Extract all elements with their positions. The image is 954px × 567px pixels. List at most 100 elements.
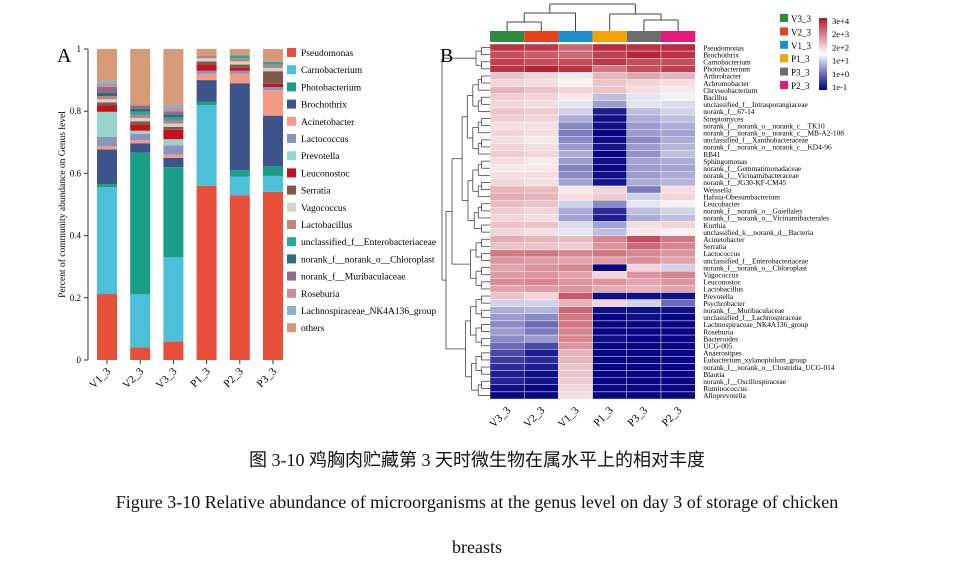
heatmap-cell xyxy=(524,171,559,180)
heatmap-cell xyxy=(558,79,593,87)
row-label: norank_f__JG30-KF-CM45 xyxy=(703,178,786,187)
heatmap-cell xyxy=(660,235,696,243)
bar-segment xyxy=(196,70,217,74)
bar-segment xyxy=(196,104,217,186)
heatmap-cell xyxy=(626,271,662,279)
bar-segment xyxy=(263,49,283,62)
row-label: Brochothrix xyxy=(703,50,739,59)
heatmap-cell xyxy=(489,121,525,130)
group-color-strip xyxy=(558,31,593,42)
heatmap-cell xyxy=(592,164,627,172)
heatmap-cell xyxy=(626,157,662,165)
row-label: norank_f__norank_o__norank_c__KD4-96 xyxy=(703,143,832,152)
bar-segment xyxy=(97,83,117,87)
heatmap-cell xyxy=(558,271,593,279)
bar-segment xyxy=(196,80,217,102)
heatmap-cell xyxy=(592,178,627,187)
heatmap-cell xyxy=(592,43,627,52)
heatmap-cell xyxy=(558,391,593,400)
heatmap-cell xyxy=(592,249,627,258)
heatmap-cell xyxy=(489,377,525,386)
bar-segment xyxy=(97,92,117,97)
heatmap-cell xyxy=(524,114,559,123)
row-label: norank_f__norank_o__Chloroplast xyxy=(703,263,808,272)
heatmap-cell xyxy=(660,121,696,130)
x-tick-label: V1_3 xyxy=(87,365,113,391)
bar-segment xyxy=(229,73,250,84)
heatmap-cell xyxy=(489,313,525,322)
bar-segment xyxy=(163,341,184,360)
heatmap-cell xyxy=(660,384,696,393)
legend-swatch xyxy=(287,237,296,247)
figure-canvas: A B 0 0.2 0.4 0.6 0.8 1 Percent of community a… xyxy=(57,3,850,430)
heatmap-cell xyxy=(626,242,662,251)
heatmap-cell xyxy=(660,334,696,343)
heatmap-cell xyxy=(660,214,696,222)
row-label: norank_f__Vicinamibacteraceae xyxy=(703,171,799,180)
heatmap-cell xyxy=(660,65,696,73)
legend-label: Serratia xyxy=(301,187,331,197)
heatmap-cell xyxy=(524,285,559,293)
heatmap-cell xyxy=(626,221,662,229)
heatmap-cell xyxy=(558,292,593,300)
group-legend-swatch xyxy=(780,14,788,22)
x-tick-label: P2_3 xyxy=(221,365,246,390)
heatmap-cell xyxy=(524,356,559,364)
bar-segment xyxy=(263,71,283,84)
heatmap-cell xyxy=(524,150,559,158)
heatmap-cell xyxy=(592,363,627,371)
bar-segment xyxy=(130,111,151,115)
legend-label: unclassified_f__Enterobacteriaceae xyxy=(301,237,436,248)
bar-segment xyxy=(163,257,184,342)
heatmap-cell xyxy=(660,50,696,59)
heatmap-cell xyxy=(660,249,696,258)
legend-label: Pseudomonas xyxy=(301,49,354,59)
heatmap-cell xyxy=(592,50,627,59)
row-label: Ruminococcus xyxy=(703,384,747,393)
heatmap-cell xyxy=(558,50,593,59)
heatmap-cell xyxy=(558,136,593,144)
column-label: P1_3 xyxy=(591,404,616,429)
heatmap-cell xyxy=(660,221,696,229)
legend-label: Lactococcus xyxy=(301,135,349,145)
heatmap-cell xyxy=(524,136,559,144)
heatmap-cell xyxy=(626,185,662,194)
bar-segment xyxy=(163,108,184,112)
heatmap-cell xyxy=(524,377,559,386)
heatmap-cell xyxy=(592,86,627,94)
heatmap-cell xyxy=(558,334,593,343)
heatmap-cell xyxy=(489,370,525,378)
row-label: Serratia xyxy=(703,242,727,251)
heatmap-cell xyxy=(592,242,627,251)
bar-segment xyxy=(97,136,117,147)
heatmap-cell xyxy=(489,107,525,116)
bar-segment xyxy=(163,120,184,124)
heatmap-cell xyxy=(524,221,559,229)
heatmap-cell xyxy=(592,207,627,215)
legend-label: others xyxy=(301,324,325,334)
heatmap-cell xyxy=(489,65,525,73)
heatmap-cell xyxy=(489,178,525,187)
heatmap-cell xyxy=(626,164,662,172)
heatmap-cell xyxy=(489,185,525,194)
y-tick-label: 0.6 xyxy=(70,168,82,178)
row-label: Vagococcus xyxy=(703,271,738,280)
heatmap-cell xyxy=(489,157,525,165)
heatmap-cell xyxy=(558,377,593,386)
bar-segment xyxy=(163,123,184,127)
heatmap-cell xyxy=(489,278,525,286)
heatmap-cell xyxy=(489,79,525,87)
row-label: Leucobacter xyxy=(703,200,740,209)
group-legend-swatch xyxy=(780,40,788,49)
bar-segment xyxy=(263,83,283,88)
group-legend-label: P3_3 xyxy=(791,68,810,78)
heatmap-cell xyxy=(524,320,559,329)
heatmap-cell xyxy=(660,58,696,66)
heatmap-cell xyxy=(558,171,593,180)
bar-segment xyxy=(97,102,117,106)
heatmap-cell xyxy=(524,65,559,73)
bar-segment xyxy=(130,130,151,134)
heatmap-cell xyxy=(489,327,525,336)
bar-segment xyxy=(130,124,151,131)
heatmap-cell xyxy=(558,150,593,158)
